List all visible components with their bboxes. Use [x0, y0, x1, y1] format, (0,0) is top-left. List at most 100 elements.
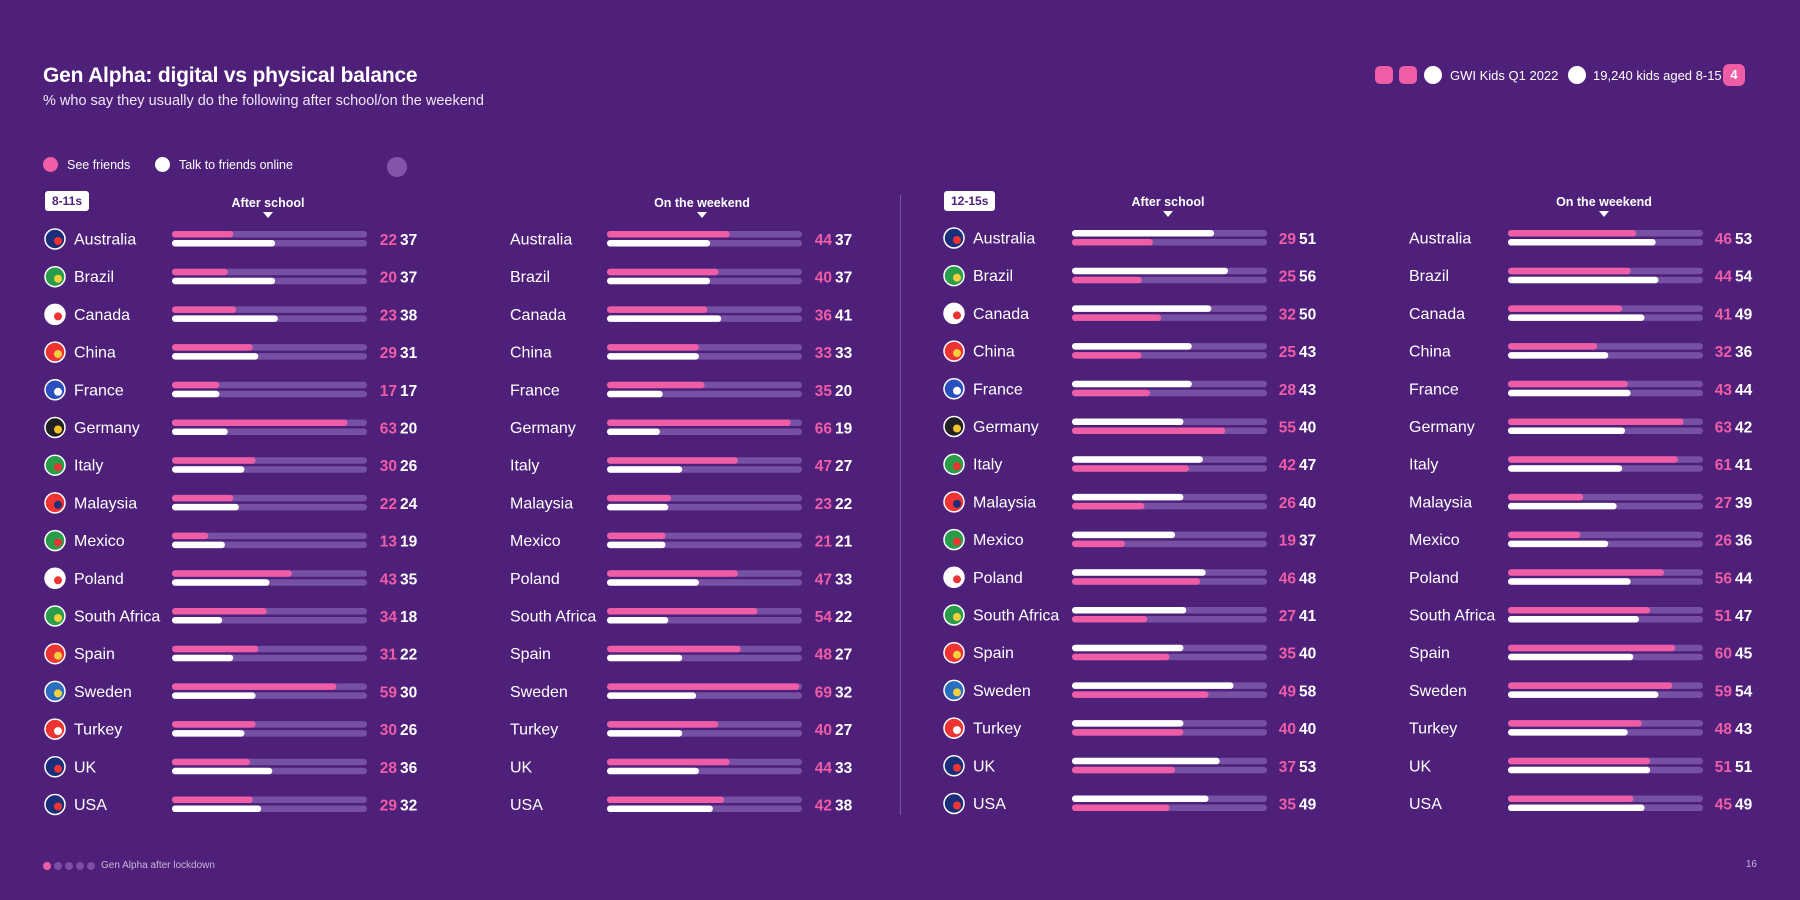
value-talk-online-italy: 26	[400, 458, 418, 475]
bar-see-friends-malaysia	[607, 494, 672, 502]
country-label-mexico: Mexico	[510, 533, 561, 550]
bar-talk-online-poland	[1508, 578, 1631, 585]
value-see-friends-canada: 23	[380, 307, 398, 324]
bar-talk-online-uk	[1072, 757, 1220, 765]
country-label-sweden: Sweden	[74, 684, 132, 701]
flag-icon-detail	[953, 349, 961, 358]
bar-see-friends-mexico	[172, 532, 209, 540]
value-talk-online-brazil: 56	[1299, 269, 1317, 286]
bar-see-friends-south-africa	[172, 608, 267, 615]
bar-talk-online-brazil	[172, 277, 276, 285]
bar-see-friends-france	[1508, 380, 1628, 388]
value-see-friends-italy: 61	[1715, 457, 1733, 474]
bar-see-friends-canada	[1508, 305, 1623, 312]
country-label-italy: Italy	[74, 458, 103, 475]
bar-see-friends-australia	[1072, 239, 1153, 246]
legend-see-friends: See friends	[43, 157, 130, 172]
flag-icon-detail	[953, 499, 961, 508]
bar-see-friends-germany	[172, 419, 348, 426]
value-talk-online-italy: 27	[835, 458, 852, 475]
bar-talk-online-turkey	[172, 730, 245, 737]
country-label-china: China	[510, 345, 552, 362]
value-talk-online-malaysia: 22	[835, 496, 852, 513]
value-see-friends-italy: 30	[380, 458, 397, 475]
bar-track	[172, 381, 367, 389]
bar-see-friends-germany	[1072, 427, 1226, 434]
country-label-sweden: Sweden	[510, 684, 568, 701]
country-label-south-africa: South Africa	[1409, 608, 1495, 625]
bar-see-friends-turkey	[1072, 729, 1184, 736]
flag-icon-detail	[54, 463, 62, 472]
col-head-12-15-after-school: After school	[1068, 195, 1268, 217]
value-see-friends-france: 17	[380, 383, 397, 400]
bar-track	[172, 390, 367, 398]
bar-see-friends-china	[607, 344, 699, 351]
value-see-friends-spain: 60	[1715, 646, 1732, 663]
bar-talk-online-brazil	[1072, 267, 1228, 275]
country-label-poland: Poland	[74, 571, 124, 588]
bar-talk-online-malaysia	[1508, 502, 1617, 510]
bar-talk-online-malaysia	[1072, 493, 1184, 501]
flag-icon-detail	[54, 727, 62, 736]
value-talk-online-mexico: 21	[835, 534, 853, 551]
value-see-friends-mexico: 13	[380, 534, 398, 551]
value-see-friends-canada: 36	[815, 307, 833, 324]
bar-talk-online-mexico	[1072, 531, 1176, 539]
bar-talk-online-china	[172, 353, 259, 360]
value-see-friends-spain: 35	[1279, 646, 1297, 663]
globe-icon	[1424, 66, 1442, 84]
progress-dot-icon	[43, 861, 51, 870]
caret-down-icon	[1163, 211, 1173, 217]
flag-icon-detail	[54, 312, 62, 321]
value-see-friends-south-africa: 51	[1715, 608, 1733, 625]
flag-icon-detail	[953, 726, 961, 735]
bar-see-friends-usa	[1072, 804, 1170, 811]
flag-icon-detail	[54, 576, 62, 585]
country-label-canada: Canada	[973, 306, 1029, 323]
value-see-friends-china: 25	[1279, 344, 1297, 361]
bar-see-friends-france	[1072, 389, 1150, 397]
bar-see-friends-sweden	[172, 683, 337, 690]
country-label-malaysia: Malaysia	[973, 494, 1036, 511]
value-see-friends-poland: 43	[380, 571, 398, 588]
bar-talk-online-mexico	[1508, 540, 1609, 548]
value-see-friends-malaysia: 26	[1279, 495, 1297, 512]
bar-talk-online-usa	[1072, 795, 1209, 802]
bar-see-friends-germany	[607, 419, 791, 426]
bar-see-friends-spain	[172, 645, 259, 653]
flag-icon-detail	[953, 424, 961, 433]
bar-talk-online-china	[607, 353, 699, 360]
value-talk-online-canada: 38	[400, 307, 418, 324]
country-label-usa: USA	[510, 797, 543, 814]
flag-icon-detail	[953, 650, 961, 659]
value-see-friends-sweden: 49	[1279, 683, 1297, 700]
value-see-friends-turkey: 48	[1715, 721, 1733, 738]
country-label-spain: Spain	[510, 646, 551, 663]
flag-icon-detail	[953, 537, 961, 546]
country-label-sweden: Sweden	[1409, 683, 1467, 700]
country-label-poland: Poland	[1409, 570, 1459, 587]
value-see-friends-usa: 29	[380, 798, 398, 815]
value-talk-online-turkey: 43	[1735, 721, 1753, 738]
value-see-friends-canada: 32	[1279, 306, 1296, 323]
bar-talk-online-spain	[1508, 653, 1634, 661]
bar-see-friends-usa	[607, 796, 724, 803]
value-talk-online-spain: 45	[1735, 646, 1753, 663]
bar-see-friends-uk	[172, 758, 250, 766]
page-title: Gen Alpha: digital vs physical balance	[43, 64, 418, 87]
country-label-italy: Italy	[1409, 457, 1438, 474]
bar-see-friends-mexico	[1072, 540, 1125, 548]
country-label-germany: Germany	[973, 419, 1039, 436]
value-see-friends-australia: 22	[380, 232, 397, 249]
value-talk-online-poland: 48	[1299, 570, 1317, 587]
bar-see-friends-mexico	[607, 532, 666, 540]
country-label-uk: UK	[973, 758, 996, 775]
sample-label: 19,240 kids aged 8-15	[1593, 68, 1722, 83]
flag-icon-detail	[54, 538, 62, 547]
flag-icon-detail	[54, 651, 62, 660]
bar-talk-online-canada	[172, 315, 278, 322]
value-see-friends-mexico: 26	[1715, 533, 1733, 550]
bar-talk-online-germany	[1508, 427, 1625, 434]
value-talk-online-malaysia: 40	[1299, 495, 1316, 512]
bar-see-friends-usa	[172, 796, 253, 803]
